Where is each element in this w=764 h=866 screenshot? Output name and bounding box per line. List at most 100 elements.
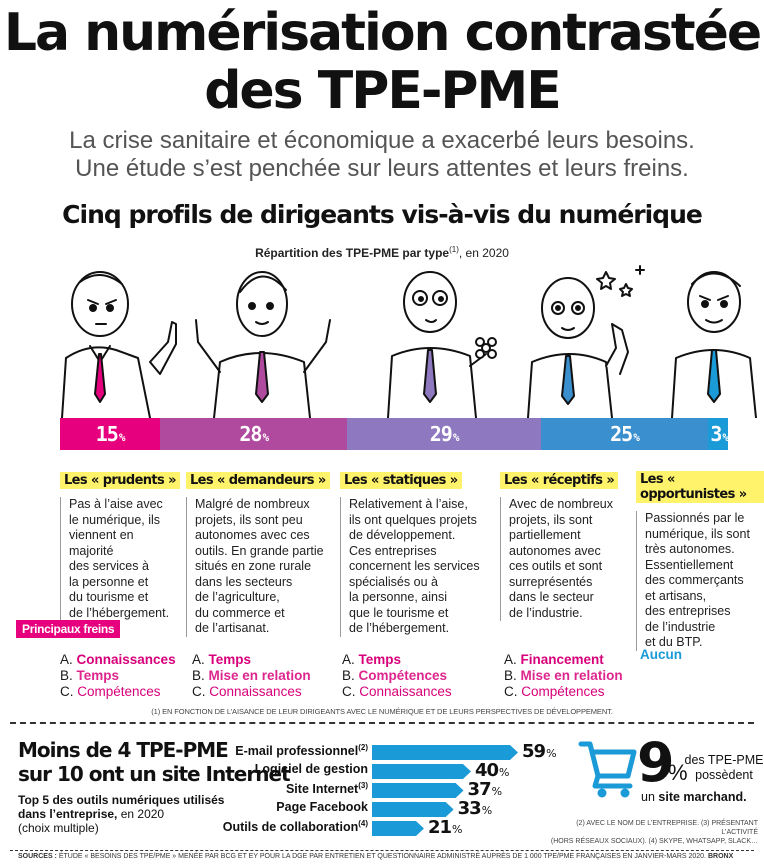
bar-value-unit: % bbox=[491, 785, 503, 798]
desc-line: concernent les services bbox=[349, 559, 480, 573]
desc-line: et du BTP. bbox=[645, 635, 703, 649]
brake-item-1: Temps bbox=[358, 652, 402, 667]
bar-value-unit: % bbox=[499, 766, 510, 779]
desc-line: des services à bbox=[69, 559, 149, 573]
title-line-2: des TPE-PME bbox=[204, 61, 562, 121]
profile-description: Passionnés par le numérique, ils sont tr… bbox=[636, 511, 764, 651]
desc-line: projets, ils sont bbox=[509, 512, 593, 527]
brakes-opportunistes-none: Aucun bbox=[640, 647, 682, 662]
sources-text: étude « Besoins des TPE/PME » menée par … bbox=[56, 853, 707, 860]
credit: BRONX bbox=[707, 853, 734, 860]
desc-line: des entreprises bbox=[645, 604, 731, 618]
profile-description: Relativement à l’aise, ils ont quelques … bbox=[340, 497, 490, 637]
band-value: 25 bbox=[610, 422, 633, 446]
stat-line-3-bold: site marchand. bbox=[658, 790, 747, 804]
brake-letter: C. bbox=[342, 684, 356, 699]
bottom-sub-line-2-rest: en 2020 bbox=[117, 807, 165, 821]
sources: Sources : étude « Besoins des TPE/PME » … bbox=[18, 853, 733, 860]
bar-value-number: 33 bbox=[457, 798, 482, 819]
principaux-freins-label: Principaux freins bbox=[16, 620, 121, 638]
bar-label-5: Outils de collaboration(4) bbox=[222, 819, 368, 835]
brake-letter: C. bbox=[192, 684, 206, 699]
brake-item-1: Financement bbox=[520, 652, 604, 667]
band-unit: % bbox=[722, 430, 729, 444]
desc-line: de l’hébergement. bbox=[69, 605, 170, 620]
bar-value-unit: % bbox=[546, 747, 557, 760]
bar-value-4: 33% bbox=[457, 798, 493, 819]
profile-tag: Les « réceptifs » bbox=[500, 472, 619, 489]
divider bbox=[10, 722, 754, 724]
band-segment-1: 15% bbox=[60, 418, 161, 450]
desc-line: de l’agriculture, bbox=[195, 590, 280, 604]
shopping-cart-icon bbox=[578, 741, 637, 798]
page-title: La numérisation contrastée des TPE-PME bbox=[0, 4, 764, 120]
bar-value-number: 21 bbox=[427, 817, 452, 838]
bar-label-footnote: (3) bbox=[358, 781, 368, 790]
bottom-subtitle: Top 5 des outils numériques utilisés dan… bbox=[18, 793, 224, 835]
bar-label-3: Site Internet(3) bbox=[285, 781, 368, 797]
desc-line: du tourisme et bbox=[69, 590, 149, 604]
profile-description: Pas à l’aise avec le numérique, ils vien… bbox=[60, 497, 180, 621]
desc-line: dans les secteurs bbox=[195, 574, 293, 589]
sources-label: Sources : bbox=[18, 853, 57, 860]
bar-value-1: 59% bbox=[522, 741, 557, 762]
divider-bottom bbox=[10, 850, 754, 851]
brake-item-2: Mise en relation bbox=[208, 668, 311, 683]
desc-line: très autonomes. bbox=[645, 542, 735, 556]
page-subtitle: La crise sanitaire et économique a exace… bbox=[0, 127, 764, 183]
desc-line: outils. En grande partie bbox=[195, 543, 324, 558]
brake-item-2: Mise en relation bbox=[520, 668, 623, 683]
desc-line: partiellement bbox=[509, 528, 581, 542]
brakes-statiques: A. Temps B. Compétences C. Connaissances bbox=[342, 652, 452, 700]
brakes-prudents: A. Connaissances B. Temps C. Compétences bbox=[60, 652, 176, 700]
figure-receptif bbox=[527, 265, 645, 418]
bar-3 bbox=[372, 783, 464, 798]
bottom-sub-line-2-bold: dans l’entreprise, bbox=[18, 807, 118, 821]
stat-line-2: possèdent bbox=[695, 768, 753, 782]
bar-value-2: 40% bbox=[475, 760, 510, 781]
brake-letter: C. bbox=[60, 684, 74, 699]
desc-line: que le tourisme et bbox=[349, 605, 449, 620]
bar-label-2: Logiciel de gestion bbox=[254, 762, 368, 776]
bar-1 bbox=[372, 745, 518, 760]
brake-item-3: Connaissances bbox=[359, 684, 452, 699]
bar-label-footnote: (2) bbox=[358, 743, 368, 752]
bottom-sub-line-3: (choix multiple) bbox=[18, 821, 99, 835]
brake-item-1: Connaissances bbox=[76, 652, 176, 667]
desc-line: de l’industrie. bbox=[509, 605, 583, 620]
desc-line: Passionnés par le bbox=[645, 511, 745, 525]
desc-line: Relativement à l’aise, bbox=[349, 497, 468, 511]
footnote-ref-1: (1) bbox=[449, 245, 459, 254]
bottom-title-line-1: Moins de 4 TPE-PME bbox=[18, 738, 229, 762]
band-segment-3: 29% bbox=[347, 418, 541, 450]
bar-value-number: 37 bbox=[467, 779, 492, 800]
subtitle-line-1: La crise sanitaire et économique a exace… bbox=[69, 127, 695, 154]
figure-statique bbox=[387, 271, 497, 418]
brake-item-2: Temps bbox=[76, 668, 120, 683]
brake-item-2: Compétences bbox=[358, 668, 448, 683]
bar-label-4: Page Facebook bbox=[276, 800, 368, 814]
desc-line: situés en zone rurale bbox=[195, 559, 312, 573]
desc-line: de développement. bbox=[349, 528, 456, 542]
stat-line-3-pre: un bbox=[641, 790, 659, 804]
profile-tag: Les « statiques » bbox=[340, 472, 462, 489]
brakes-demandeurs: A. Temps B. Mise en relation C. Connaiss… bbox=[192, 652, 311, 700]
bar-4 bbox=[372, 802, 454, 817]
profile-tag: Les « opportunistes » bbox=[636, 471, 764, 503]
desc-line: ces outils et sont bbox=[509, 559, 603, 573]
bar-value-3: 37% bbox=[467, 779, 503, 800]
band-value: 28 bbox=[239, 422, 262, 446]
profile-illustrations bbox=[61, 265, 757, 418]
title-line-1: La numérisation contrastée bbox=[3, 3, 762, 63]
desc-line: spécialisés ou à bbox=[349, 574, 438, 589]
figure-opportuniste bbox=[671, 271, 757, 418]
band-value: 15 bbox=[95, 422, 119, 446]
band-unit: % bbox=[633, 430, 640, 444]
desc-line: numérique, ils sont bbox=[645, 526, 750, 541]
bar-label-1: E-mail professionnel(2) bbox=[235, 743, 368, 759]
bar-label-footnote: (4) bbox=[358, 819, 368, 828]
desc-line: Avec de nombreux bbox=[509, 497, 613, 511]
desc-line: le numérique, ils bbox=[69, 512, 161, 527]
footnote-2: (2) Avec le nom de l’entreprise. (3) Pré… bbox=[540, 819, 758, 846]
desc-line: viennent en majorité bbox=[69, 528, 134, 558]
